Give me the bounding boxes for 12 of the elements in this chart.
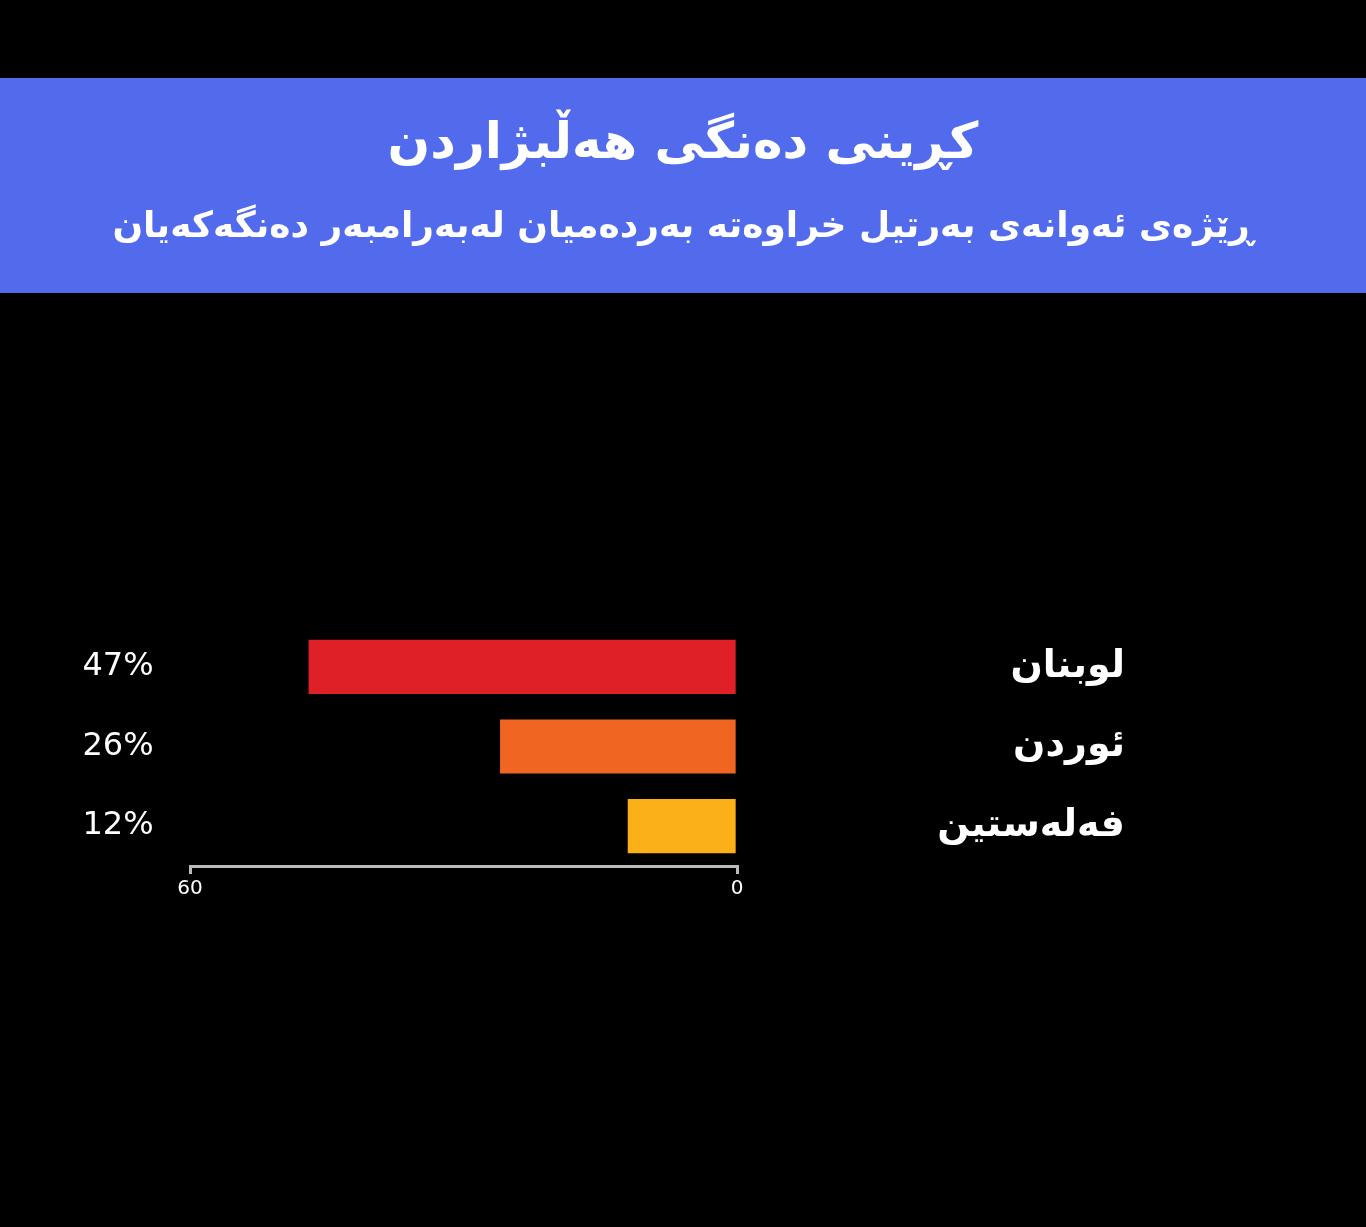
data-label: 12% <box>82 804 154 843</box>
y-tick-label: لوبنان <box>1010 641 1125 686</box>
bar <box>308 639 736 694</box>
x-tick-label: 0 <box>730 875 744 900</box>
data-label: 47% <box>82 645 154 684</box>
data-label: 26% <box>82 724 154 763</box>
y-tick-label: ئوردن <box>1013 721 1125 766</box>
x-tick-label: 60 <box>177 875 203 900</box>
bar <box>500 719 736 774</box>
chart-subtitle: ڕێژەی ئەوانەی بەرتیل خراوەتە بەردەمیان لەبەرامبەر دەنگەکەیان <box>111 204 1257 245</box>
bar <box>627 799 736 854</box>
y-tick-label: فەلەستین <box>937 801 1125 846</box>
